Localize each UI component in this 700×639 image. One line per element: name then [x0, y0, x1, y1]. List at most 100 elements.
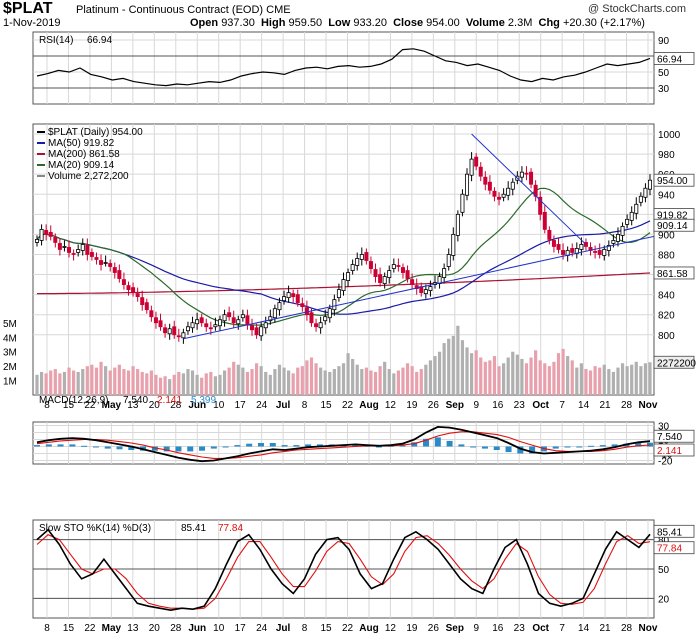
x-axis-label: 15 — [320, 623, 332, 634]
candle-body — [506, 187, 511, 196]
volume-bar — [268, 374, 272, 395]
candle-body — [163, 327, 168, 334]
volume-bar — [163, 376, 167, 395]
x-axis-label: 9 — [474, 400, 480, 411]
low-label: Low — [328, 17, 351, 29]
candle-body — [44, 229, 49, 235]
rsi-value: 66.94 — [87, 35, 112, 46]
macd-histogram-bar — [458, 444, 465, 447]
macd-histogram-bar — [505, 446, 512, 453]
macd-histogram-bar — [599, 445, 606, 447]
candle-body — [602, 249, 607, 256]
x-axis-label: Aug — [359, 400, 378, 411]
volume-bar — [35, 374, 39, 395]
candle-body — [71, 253, 76, 255]
volume-bar — [392, 373, 396, 395]
x-axis-label: 15 — [63, 623, 75, 634]
x-axis-label: 20 — [149, 623, 161, 634]
volume-bar — [149, 370, 153, 395]
volume-bar — [181, 373, 185, 395]
candle-body — [606, 245, 611, 251]
x-axis-label: 17 — [235, 400, 247, 411]
candle-body — [300, 303, 305, 308]
rsi-tag-box — [653, 52, 695, 65]
candle-body — [648, 179, 653, 190]
volume-bar — [99, 361, 103, 395]
sto-tick-label: 50 — [658, 565, 670, 576]
legend-entry: Volume 2,272,200 — [48, 171, 129, 182]
candle-body — [240, 314, 245, 319]
macd-histogram-bar — [281, 445, 288, 447]
candle-body — [195, 319, 200, 325]
x-axis-label: 9 — [474, 623, 480, 634]
candle-body — [620, 225, 625, 236]
candle-body — [213, 324, 218, 328]
candle-body — [364, 252, 369, 261]
price-panel — [32, 123, 655, 396]
macd-histogram-bar — [69, 444, 76, 447]
close-price-tag: 954.00 — [657, 176, 688, 187]
x-axis-label: May — [102, 400, 122, 411]
volume-bar — [502, 363, 506, 395]
candle-body — [140, 297, 145, 306]
candle-body — [89, 252, 94, 257]
volume-bar — [561, 348, 565, 395]
quote-summary: Open 937.30 High 959.50 Low 933.20 Close… — [190, 17, 645, 29]
candle-body — [39, 228, 44, 241]
x-axis-label: 10 — [213, 400, 225, 411]
candle-body — [153, 317, 158, 324]
sto-tick-label: 20 — [658, 594, 670, 605]
macd-histogram-bar — [57, 444, 64, 447]
macd-tag: 7.540 — [657, 432, 682, 443]
sto-k-value: 85.41 — [181, 523, 206, 534]
volume-bar — [332, 369, 336, 395]
macd-histogram-bar — [434, 437, 441, 447]
volume-bar — [227, 367, 231, 395]
volume-bar — [520, 358, 524, 395]
x-axis-label: 28 — [621, 623, 633, 634]
candle-body — [314, 323, 319, 328]
price-tick-label: 800 — [658, 331, 675, 342]
volume-value: 2.3M — [507, 17, 533, 29]
candle-body — [85, 245, 90, 255]
candle-body — [638, 195, 643, 203]
sto-k-tag-box — [653, 524, 695, 538]
candle-body — [231, 317, 236, 324]
sto-k-line — [36, 528, 651, 612]
candle-body — [144, 302, 149, 311]
x-axis-label: 21 — [600, 623, 612, 634]
volume-bar — [369, 370, 373, 395]
volume-bar — [291, 373, 295, 395]
volume-bar — [373, 371, 378, 395]
chg-value: +20.30 (+2.17%) — [562, 17, 645, 29]
candle-body — [510, 181, 515, 190]
volume-bar — [236, 364, 240, 395]
instrument-name: Platinum - Continuous Contract (EOD) CME — [76, 4, 291, 16]
macd-histogram-bar — [34, 445, 40, 447]
volume-bar — [515, 354, 519, 395]
volume-bar — [424, 364, 428, 395]
candle-body — [309, 312, 314, 324]
instrument-title: Platinum - Continuous Contract (EOD) — [76, 4, 264, 16]
macd-histogram-bar — [611, 444, 618, 447]
candle-body — [341, 279, 346, 292]
x-axis-label: 8 — [44, 400, 50, 411]
x-axis-label: 16 — [492, 400, 504, 411]
volume-bar — [648, 362, 652, 395]
x-axis-label: Sep — [446, 400, 464, 411]
symbol: $PLAT — [3, 0, 53, 17]
volume-bar — [465, 347, 469, 395]
volume-bar — [474, 350, 478, 395]
volume-bar — [360, 369, 364, 395]
macd-histogram-bar — [234, 445, 241, 447]
macd-histogram-bar — [517, 446, 524, 454]
price-tick-label: 980 — [658, 150, 675, 161]
candle-body — [245, 315, 250, 326]
volume-bar — [232, 361, 236, 395]
quote-date: 1-Nov-2019 — [3, 17, 61, 29]
macd-histogram-bar — [481, 446, 488, 449]
x-axis-label: 14 — [578, 623, 590, 634]
x-axis-label: 8 — [302, 400, 308, 411]
x-axis-label: 23 — [514, 400, 526, 411]
volume-bar — [575, 367, 579, 395]
